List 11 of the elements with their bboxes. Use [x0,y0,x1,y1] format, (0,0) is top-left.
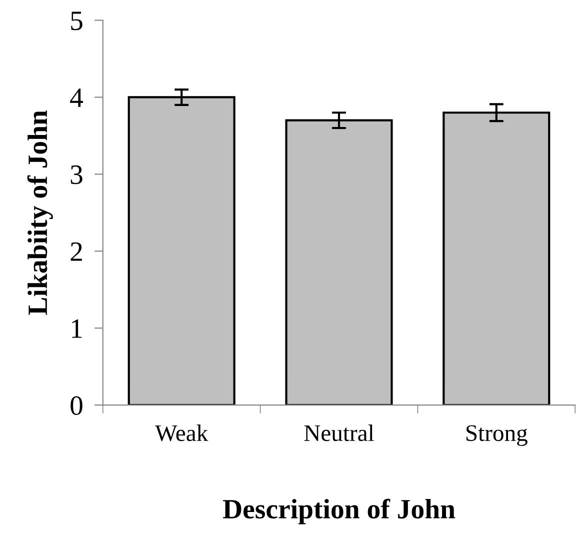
y-tick-label: 5 [71,12,82,30]
y-tick-label: 1 [72,319,82,338]
y-tick-label: 3 [70,165,82,184]
y-tick-label: 2 [70,242,82,261]
x-tick-label: Strong [466,425,528,446]
y-axis-title: Likabiity of John [27,110,53,315]
y-tick-label: 4 [70,88,84,107]
x-tick-label: Weak [155,424,208,442]
y-tick-label: 0 [70,396,82,415]
x-axis-title: Description of John [222,498,456,524]
x-tick-label: Neutral [304,424,374,442]
